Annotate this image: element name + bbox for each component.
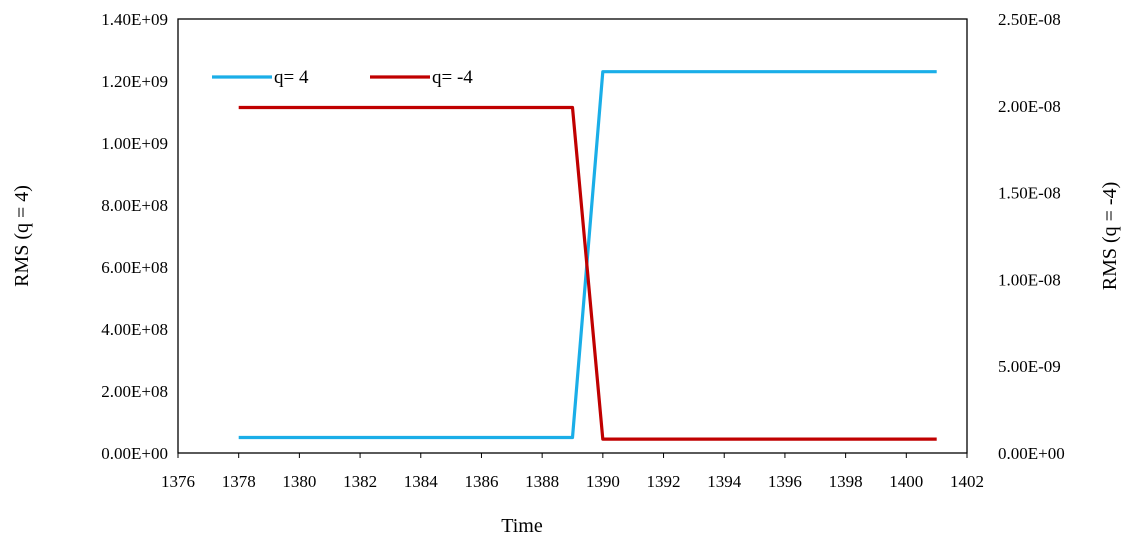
right-y-axis-title: RMS (q = -4) [1099,182,1121,291]
legend-label-2: q= -4 [432,67,473,88]
left-y-tick-label: 8.00E+08 [101,196,168,215]
x-tick-label: 1402 [950,472,984,491]
right-y-tick-label: 5.00E-09 [998,357,1061,376]
left-y-tick-label: 4.00E+08 [101,320,168,339]
x-tick-label: 1390 [586,472,620,491]
legend-label-1: q= 4 [274,67,309,88]
x-tick-label: 1400 [889,472,923,491]
x-axis-title: Time [501,515,543,537]
left-y-axis-ticks: 0.00E+00 2.00E+08 4.00E+08 6.00E+08 8.00E+08… [101,10,168,463]
right-y-tick-label: 1.00E-08 [998,270,1061,289]
x-tick-label: 1398 [829,472,863,491]
x-axis-ticks: 1376 1378 1380 1382 1384 1386 1388 1390 1392 1394… [161,453,984,491]
series-line-1 [238,70,937,440]
right-y-tick-label: 0.00E+00 [998,444,1065,463]
x-tick-label: 1388 [525,472,559,491]
right-y-axis-ticks: 0.00E+00 5.00E-09 1.00E-08 1.50E-08 2.00E-08… [998,10,1065,463]
x-tick-label: 1380 [282,472,316,491]
series-line-2 [238,105,937,441]
x-tick-label: 1382 [343,472,377,491]
x-tick-label: 1386 [464,472,498,491]
left-y-tick-label: 1.40E+09 [101,10,168,29]
plot-area [177,18,968,454]
left-y-tick-label: 0.00E+00 [101,444,168,463]
right-y-tick-label: 2.50E-08 [998,10,1061,29]
left-y-tick-label: 1.20E+09 [101,72,168,91]
x-tick-label: 1394 [707,472,742,491]
right-y-tick-label: 2.00E-08 [998,97,1061,116]
x-tick-label: 1378 [222,472,256,491]
left-y-tick-label: 2.00E+08 [101,382,168,401]
x-tick-label: 1396 [768,472,802,491]
right-y-tick-label: 1.50E-08 [998,184,1061,203]
left-y-tick-label: 1.00E+09 [101,134,168,153]
series-lines [238,70,937,441]
left-y-tick-label: 6.00E+08 [101,258,168,277]
left-y-axis-title: RMS (q = 4) [11,185,33,287]
x-tick-label: 1376 [161,472,195,491]
legend: q= 4 q= -4 [212,67,473,88]
x-tick-label: 1392 [647,472,681,491]
x-tick-label: 1384 [404,472,439,491]
